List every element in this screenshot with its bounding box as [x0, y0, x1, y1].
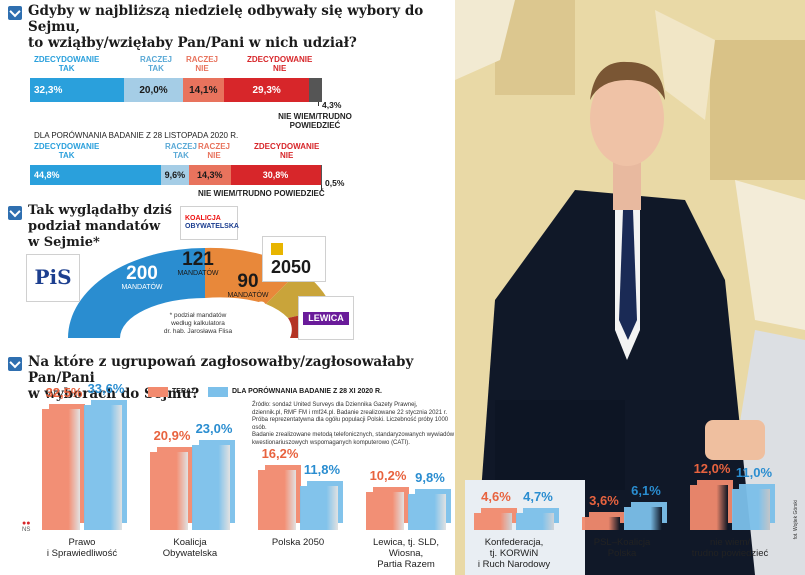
legend-swatch-now [148, 387, 168, 397]
seg-rn-prev: 14,3% [188, 165, 231, 185]
seats-lewica: 49 MANDATÓW [235, 299, 277, 328]
bar-label-now-2: 16,2% [261, 445, 299, 461]
seg-zt: 32,3% [30, 78, 125, 102]
bar-prev-3 [408, 493, 446, 530]
category-label-0: Prawo i Sprawiedliwość [46, 537, 118, 559]
category-label-3: Lewica, tj. SLD, Wiosna, Partia Razem [373, 537, 439, 570]
legend-now: TERAZ [172, 388, 196, 395]
p2050-mark-icon [271, 243, 283, 255]
checkmark-icon [8, 6, 22, 20]
bar-label-prev-5: 6,1% [631, 483, 661, 499]
photo-credit: fot. Wojtek Górski [793, 500, 799, 540]
bar-label-now-3: 10,2% [369, 468, 407, 484]
label-raczej-tak: RACZEJ TAK [140, 55, 173, 73]
source-note: Źródło: sondaż United Surveys dla Dzienn… [252, 402, 455, 446]
ns-logo-icon: ●● [22, 520, 31, 527]
bar-label-now-5: 3,6% [589, 492, 619, 508]
label-zdecydowanie-nie: ZDECYDOWANIE NIE [247, 55, 313, 73]
pis-logo: PiS [26, 254, 80, 302]
bar-label-now-4: 4,6% [481, 488, 511, 504]
label-zdecydowanie-nie-prev: ZDECYDOWANIE NIE [254, 142, 320, 160]
checkmark-icon [8, 206, 22, 220]
q1-title-line2: to wziąłby/wzięłaby Pan/Pani w nich udzi… [28, 35, 357, 51]
bar-label-prev-0: 33,6% [87, 381, 125, 397]
bar-now-1 [150, 452, 188, 530]
bar-label-prev-6: 11,0% [735, 465, 773, 481]
q1-current-bar: 32,3% 20,0% 14,1% 29,3% [30, 78, 322, 102]
category-label-4: Konfederacja, tj. KORWiN i Ruch Narodowy [477, 537, 551, 570]
bar-now-4 [474, 512, 512, 530]
bar-label-now-1: 20,9% [153, 428, 191, 444]
seg-rt: 20,0% [124, 78, 183, 102]
seg-rn: 14,1% [182, 78, 224, 102]
bar-prev-1 [192, 444, 230, 530]
bar-prev-4 [516, 512, 554, 530]
bar-label-prev-3: 9,8% [415, 469, 445, 485]
seats-2050: 90 MANDATÓW [227, 271, 269, 300]
bar-label-prev-4: 4,7% [523, 488, 553, 504]
seg-nw-prev [320, 165, 322, 185]
seat-arc-pis [68, 248, 205, 338]
value-nw-prev: 0,5% [325, 178, 345, 188]
seg-rt-prev: 9,6% [160, 165, 189, 185]
bar-label-now-6: 12,0% [693, 461, 731, 477]
category-label-1: Koalicja Obywatelska [162, 537, 218, 559]
lewica-logo: LEWICA [298, 296, 354, 340]
bar-now-6 [690, 485, 728, 530]
bar-prev-2 [300, 486, 338, 530]
bar-label-prev-2: 11,8% [303, 462, 341, 478]
seats-title: Tak wyglądałby dziś podział mandatów w S… [28, 203, 172, 250]
seats-pis: 200 MANDATÓW [121, 263, 163, 292]
seg-zt-prev: 44,8% [30, 165, 161, 185]
bar-prev-0 [84, 405, 122, 530]
label-zdecydowanie-tak: ZDECYDOWANIE TAK [34, 55, 100, 73]
q1-title: Gdyby w najbliższą niedzielę odbywały si… [28, 3, 458, 51]
q1-previous-bar: 44,8% 9,6% 14,3% 30,8% [30, 165, 322, 185]
bar-now-0 [42, 409, 80, 530]
bar-label-now-0: 32,5% [45, 385, 83, 401]
seg-zn: 29,3% [223, 78, 310, 102]
label-zdecydowanie-tak-prev: ZDECYDOWANIE TAK [34, 142, 100, 160]
nw-pointer [318, 102, 319, 106]
bar-now-2 [258, 469, 296, 530]
category-label-6: nie wiem/trudno powiedzieć [691, 537, 769, 559]
ko-logo: KOALICJA OBYWATELSKA [180, 206, 239, 240]
label-raczej-nie: RACZEJ NIE [186, 55, 219, 73]
bar-now-5 [582, 516, 620, 530]
p2050-logo: 2050 [262, 236, 326, 282]
label-raczej-nie-prev: RACZEJ NIE [198, 142, 231, 160]
q1-title-line1: Gdyby w najbliższą niedzielę odbywały si… [28, 3, 424, 35]
category-label-2: Polska 2050 [271, 537, 325, 548]
seg-nw [309, 78, 322, 102]
bar-prev-6 [732, 489, 770, 530]
label-nie-wiem: NIE WIEM/TRUDNO POWIEDZIEĆ [278, 112, 352, 130]
bar-prev-5 [624, 507, 662, 530]
checkmark-icon [8, 357, 22, 371]
legend-prev: DLA PORÓWNANIA BADANIE Z 28 XI 2020 R. [232, 388, 383, 395]
seats-footnote: * podział mandatów według kalkulatora dr… [163, 312, 233, 335]
category-label-5: PSL–Koalicja Polska [593, 537, 651, 559]
bar-label-prev-1: 23,0% [195, 420, 233, 436]
legend-swatch-prev [208, 387, 228, 397]
label-nie-wiem-prev: NIE WIEM/TRUDNO POWIEDZIEĆ [198, 189, 325, 198]
seats-ko: 121 MANDATÓW [177, 249, 219, 278]
politician-photo: fot. Wojtek Górski [455, 0, 805, 575]
ns-label: ●● NS [22, 520, 31, 533]
compare-label: DLA PORÓWNANIA BADANIE Z 28 LISTOPADA 20… [34, 131, 239, 140]
label-raczej-tak-prev: RACZEJ TAK [165, 142, 198, 160]
photo-illustration [455, 0, 805, 575]
nw-pointer-prev [321, 185, 322, 190]
bar-now-3 [366, 492, 404, 530]
value-nw-current: 4,3% [322, 100, 342, 110]
seg-zn-prev: 30,8% [230, 165, 321, 185]
